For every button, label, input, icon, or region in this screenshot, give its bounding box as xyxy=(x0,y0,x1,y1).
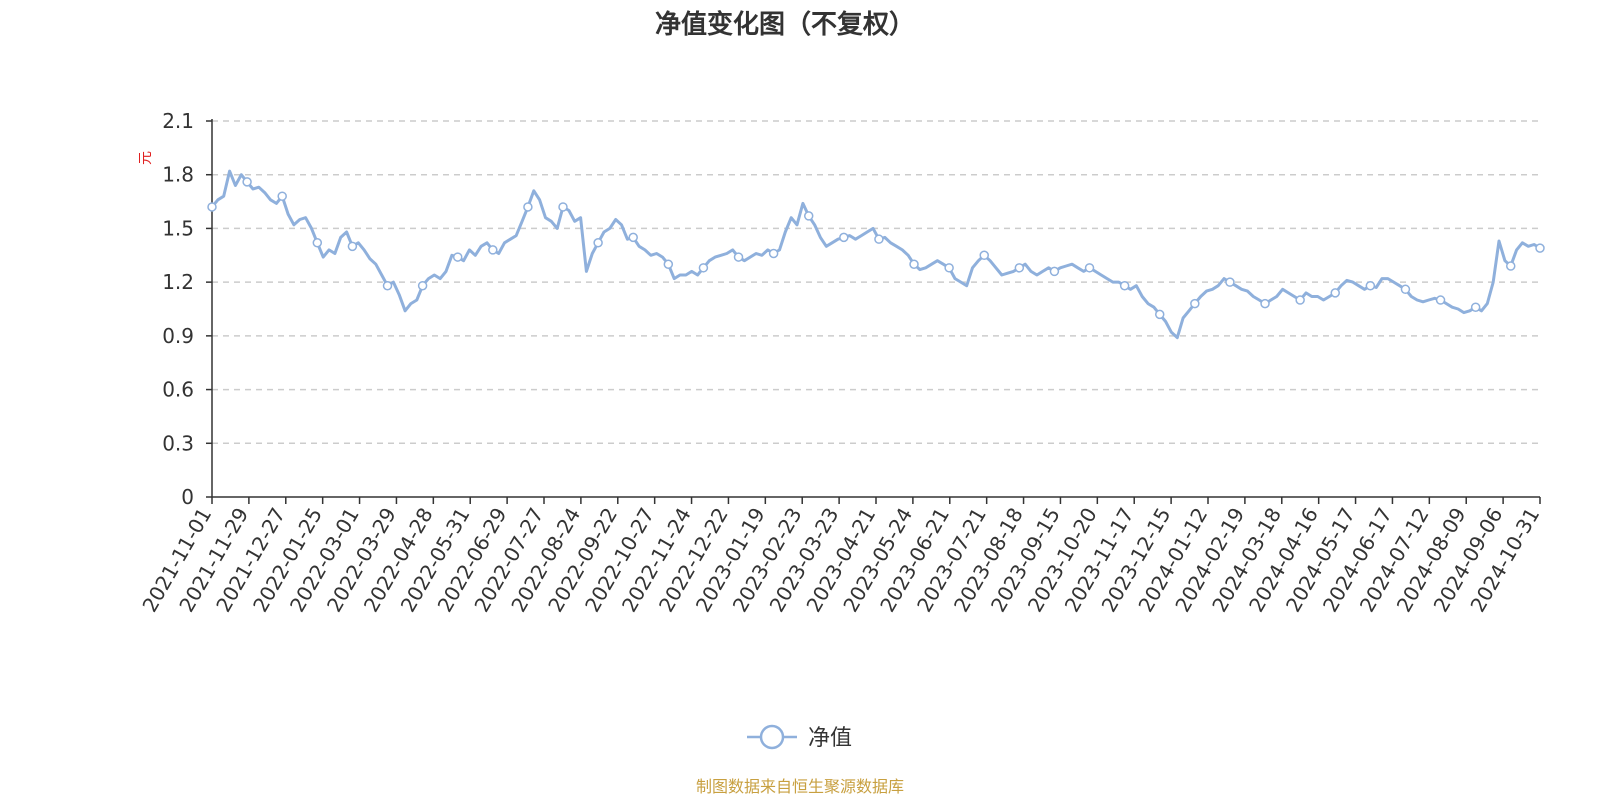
data-point-marker[interactable] xyxy=(242,177,252,187)
data-point-marker[interactable] xyxy=(1435,295,1446,305)
data-point-marker[interactable] xyxy=(558,202,568,212)
y-tick-label: 1.5 xyxy=(162,216,194,240)
data-point-marker[interactable] xyxy=(523,202,533,212)
data-point-marker[interactable] xyxy=(839,232,849,243)
data-point-marker[interactable] xyxy=(1084,263,1095,273)
data-point-marker[interactable] xyxy=(452,252,463,262)
data-point-marker[interactable] xyxy=(1505,261,1516,271)
data-point-marker[interactable] xyxy=(698,263,709,273)
data-point-marker[interactable] xyxy=(1154,309,1165,320)
chart-title: 净值变化图（不复权） xyxy=(655,9,915,40)
data-point-marker[interactable] xyxy=(1470,302,1481,312)
y-tick-label: 0.9 xyxy=(162,324,194,348)
data-point-marker[interactable] xyxy=(1330,288,1340,298)
data-point-marker[interactable] xyxy=(312,238,323,248)
data-point-marker[interactable] xyxy=(1190,298,1200,309)
axes xyxy=(211,119,1540,498)
data-point-marker[interactable] xyxy=(1225,277,1235,287)
data-source-note: 制图数据来自恒生聚源数据库 xyxy=(696,777,904,796)
data-point-marker[interactable] xyxy=(803,211,814,221)
data-point-marker[interactable] xyxy=(1049,266,1060,277)
data-point-marker[interactable] xyxy=(909,259,919,269)
data-point-marker[interactable] xyxy=(593,238,603,248)
y-tick-label: 0 xyxy=(181,485,194,509)
data-point-marker[interactable] xyxy=(488,245,498,255)
data-point-marker[interactable] xyxy=(1014,263,1025,273)
series-line xyxy=(210,169,1542,340)
y-tick-label: 0.3 xyxy=(162,431,194,455)
y-axis-ticks: 0 0.3 0.6 0.9 1.2 1.5 1.8 2.1 xyxy=(162,109,212,509)
data-point-marker[interactable] xyxy=(768,248,779,259)
x-axis-ticks: 2021-11-012021-11-292021-12-272022-01-25… xyxy=(137,497,1544,616)
data-point-marker[interactable] xyxy=(1535,243,1545,253)
series-nav xyxy=(207,169,1545,340)
data-point-marker[interactable] xyxy=(1400,284,1411,295)
y-axis-unit-label: 元 xyxy=(138,151,154,165)
data-point-marker[interactable] xyxy=(1365,280,1376,291)
data-point-marker[interactable] xyxy=(628,232,638,243)
data-point-marker[interactable] xyxy=(663,259,674,269)
data-point-marker[interactable] xyxy=(1295,295,1305,305)
gridlines xyxy=(212,120,1540,445)
y-tick-label: 1.8 xyxy=(162,163,194,187)
data-point-marker[interactable] xyxy=(944,263,954,273)
data-point-marker[interactable] xyxy=(347,241,358,252)
data-point-marker[interactable] xyxy=(733,252,744,262)
data-point-marker[interactable] xyxy=(874,234,884,244)
data-point-marker[interactable] xyxy=(207,202,217,212)
data-point-marker[interactable] xyxy=(1260,298,1270,309)
legend-circle-icon xyxy=(759,724,785,750)
data-point-marker[interactable] xyxy=(979,250,989,261)
legend[interactable]: 净值 xyxy=(747,724,852,751)
data-point-marker[interactable] xyxy=(382,280,393,291)
legend-label: 净值 xyxy=(808,726,852,751)
y-tick-label: 0.6 xyxy=(162,378,194,402)
data-point-marker[interactable] xyxy=(277,191,287,201)
data-point-marker[interactable] xyxy=(417,280,428,291)
data-point-marker[interactable] xyxy=(1119,280,1130,291)
y-tick-label: 2.1 xyxy=(162,109,194,133)
y-tick-label: 1.2 xyxy=(162,270,194,294)
